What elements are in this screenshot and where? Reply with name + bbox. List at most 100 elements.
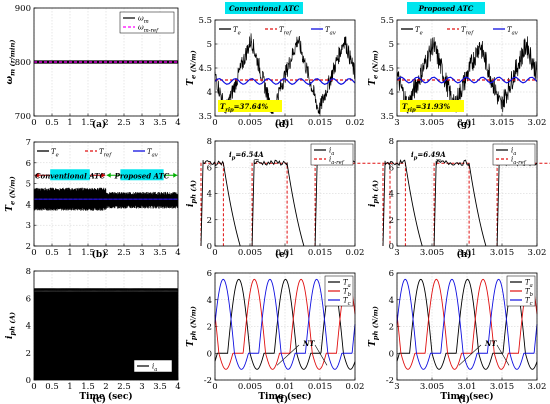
panel-h: 3 3.005 3.01 3.015 3.02 0 2 4 6 8 iph (A) (h) iaia-r… xyxy=(368,137,550,260)
series-torque-zoom xyxy=(214,33,356,115)
series-current-ref xyxy=(496,162,550,246)
annotation-arrow xyxy=(276,344,300,366)
annotation-arrow xyxy=(314,344,328,366)
x-tick-label: 0 xyxy=(212,248,217,258)
y-tick-label: 4.5 xyxy=(198,64,212,74)
y-tick-label: 5 xyxy=(26,180,31,190)
x-tick-label: 2.5 xyxy=(117,248,131,258)
series-torque xyxy=(33,187,107,211)
x-tick-label: 0 xyxy=(31,118,36,128)
y-tick-label: 0 xyxy=(389,242,394,252)
y-axis-label: iph (A) xyxy=(368,180,380,207)
x-tick-label: 0.02 xyxy=(346,382,365,392)
plot-frame xyxy=(396,140,538,247)
x-tick-label: 3 xyxy=(394,382,399,392)
y-tick-label: 800 xyxy=(15,58,31,68)
annotation-text: Trip=31.93% xyxy=(402,102,450,114)
annotation-text: ip=6.54A xyxy=(229,150,264,162)
x-tick-label: 3.5 xyxy=(153,382,167,392)
legend-entry: Tc xyxy=(343,297,351,308)
panel-caption: (f) xyxy=(276,394,288,404)
annotation-arrow xyxy=(458,344,482,366)
y-axis-label: Te (N/m) xyxy=(5,176,17,212)
y-tick-label: 5.5 xyxy=(198,16,212,26)
y-tick-label: 0 xyxy=(207,242,212,252)
x-tick-label: 0 xyxy=(31,248,36,258)
legend-box xyxy=(133,359,173,373)
plot-frame xyxy=(396,19,538,117)
x-tick-label: 0.01 xyxy=(276,118,295,128)
panel-caption: (a) xyxy=(92,119,106,130)
y-tick-label: 5 xyxy=(207,40,212,50)
x-tick-label: 2 xyxy=(103,248,108,258)
y-tick-label: 4 xyxy=(207,190,212,200)
y-tick-label: 2 xyxy=(26,242,31,252)
annotation-text: ip=6.49A xyxy=(411,150,446,162)
x-tick-label: 2.5 xyxy=(117,382,131,392)
title-text: Conventional ATC xyxy=(229,4,299,13)
x-axis-label: Time (sec) xyxy=(440,391,493,402)
series-current-peaks xyxy=(33,287,179,292)
x-tick-label: 0.015 xyxy=(308,118,332,128)
series-current xyxy=(200,160,241,247)
plot-frame xyxy=(396,272,538,381)
y-tick-label: 700 xyxy=(15,112,31,122)
legend-entry: Te xyxy=(51,148,59,159)
panel-d: 0 0.005 0.01 0.015 0.02 3.5 4 4.5 5 5.5 Te (N/m) (d… xyxy=(186,16,364,130)
x-tick-label: 4 xyxy=(175,382,180,392)
y-tick-label: 6 xyxy=(389,163,394,173)
y-tick-label: 900 xyxy=(15,4,31,14)
x-tick-label: 1.5 xyxy=(81,248,95,258)
y-tick-label: -2 xyxy=(204,376,212,386)
y-tick-label: 4 xyxy=(389,88,394,98)
x-tick-label: 3.02 xyxy=(528,248,547,258)
x-tick-label: 0.02 xyxy=(346,118,365,128)
plot-frame xyxy=(33,141,179,247)
x-tick-label: 2 xyxy=(103,382,108,392)
panel-caption: (d) xyxy=(275,119,290,130)
x-tick-label: 0.5 xyxy=(45,118,59,128)
label-bg xyxy=(50,169,90,181)
arrow-head xyxy=(34,172,39,178)
x-tick-label: 3.005 xyxy=(420,118,444,128)
y-axis-label: ωm (r/min) xyxy=(5,39,17,84)
x-tick-label: 1.5 xyxy=(81,382,95,392)
series-phase-torque xyxy=(396,278,538,370)
legend: Te Tref Tav xyxy=(401,26,518,37)
x-tick-label: 0.005 xyxy=(238,382,262,392)
x-tick-label: 0 xyxy=(31,382,36,392)
legend-entry: Te xyxy=(415,26,423,37)
y-tick-label: 2 xyxy=(207,216,212,226)
y-tick-label: 8 xyxy=(207,137,212,147)
series-current-ref xyxy=(382,162,406,246)
y-tick-label: 3.5 xyxy=(380,112,394,122)
ripple-annotation: Trip=37.64% xyxy=(218,100,282,114)
x-tick-label: 0 xyxy=(212,382,217,392)
panel-caption: (b) xyxy=(92,249,107,260)
y-tick-label: 4 xyxy=(26,322,31,332)
legend-entry: Tav xyxy=(147,148,158,159)
panel-g: 3 3.005 3.01 3.015 3.02 3.5 4 4.5 5 5.5 Te (N/m) (g… xyxy=(368,16,546,130)
x-tick-label: 2 xyxy=(103,118,108,128)
plot-frame xyxy=(33,270,179,381)
legend-entry: Tref xyxy=(461,26,474,37)
arrow-head xyxy=(101,172,106,178)
y-tick-label: 4 xyxy=(389,190,394,200)
ripple-annotation: Trip=31.93% xyxy=(400,100,464,114)
y-axis-label: Tph (N/m) xyxy=(368,306,380,347)
annotation-text: NT xyxy=(484,339,497,348)
legend-entry: Tref xyxy=(279,26,292,37)
series-current-ref xyxy=(314,162,391,246)
y-tick-label: 2 xyxy=(207,323,212,333)
x-tick-label: 2.5 xyxy=(117,118,131,128)
nt-annotation: NT xyxy=(276,339,328,366)
y-tick-label: 4 xyxy=(207,88,212,98)
y-axis-label: iph (A) xyxy=(186,180,198,207)
x-tick-label: 0.5 xyxy=(45,248,59,258)
series-torque-zoom xyxy=(396,36,538,114)
y-tick-label: 8 xyxy=(26,267,31,277)
